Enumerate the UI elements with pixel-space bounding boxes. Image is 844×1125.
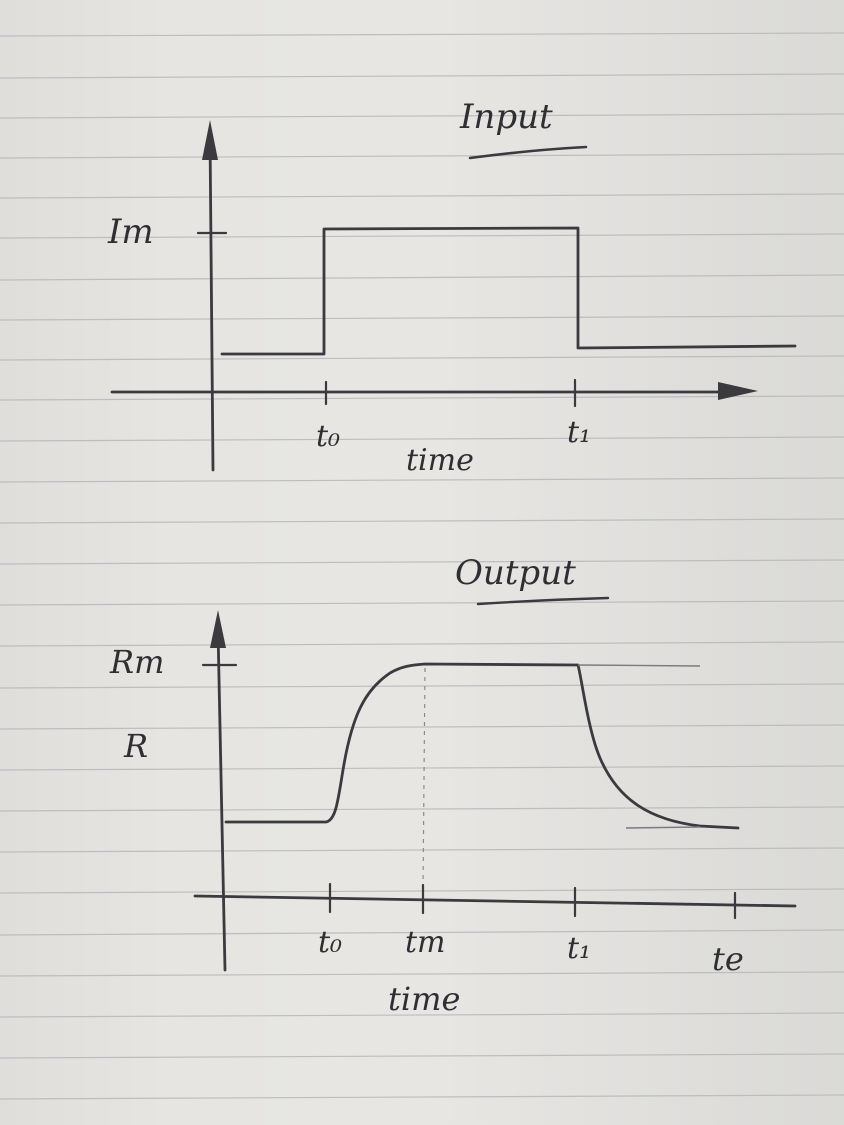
output-y-axis-arrow	[210, 610, 226, 648]
input-step-signal	[220, 226, 797, 356]
input-x-axis-arrow	[718, 382, 758, 400]
input-y-axis-arrow	[202, 120, 218, 160]
output-title: Output	[455, 553, 576, 593]
output-response-curve	[224, 662, 740, 830]
input-y-axis	[208, 133, 215, 472]
input-panel: Input Im t₀ t₁ time	[107, 97, 797, 478]
output-x-tick-label-te: te	[712, 940, 744, 978]
output-y-tick-label-rm: Rm	[109, 643, 164, 681]
output-x-axis	[193, 894, 797, 908]
ruled-lines	[0, 32, 844, 1100]
output-y-tick-label-r: R	[123, 727, 148, 765]
output-x-tick-label-t0: t₀	[318, 925, 342, 960]
input-title-underline	[468, 145, 588, 160]
input-x-tick-label-t0: t₀	[316, 419, 340, 454]
output-title-underline	[476, 596, 610, 606]
output-x-tick-label-tm: tm	[405, 925, 446, 960]
output-x-tick-label-t1: t₁	[567, 931, 591, 966]
input-x-axis-label: time	[406, 443, 474, 478]
input-x-tick-label-t1: t₁	[567, 415, 591, 450]
input-y-tick-label-im: Im	[107, 212, 154, 252]
output-tm-dashed-line	[422, 667, 426, 891]
output-panel: Output Rm R t₀ tm t₁ te	[109, 553, 797, 1018]
output-rm-reference-line	[577, 664, 701, 667]
input-title: Input	[459, 97, 553, 137]
output-y-axis	[216, 628, 227, 972]
output-x-axis-label: time	[388, 980, 460, 1018]
output-final-reference-line	[625, 826, 701, 829]
